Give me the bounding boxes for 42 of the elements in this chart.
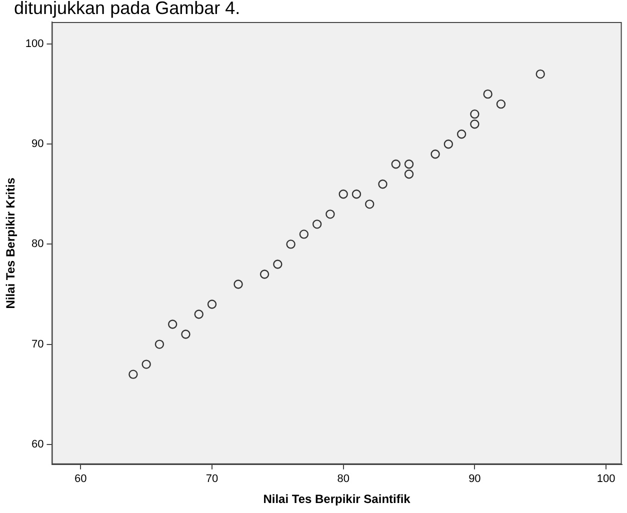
point [483,89,492,99]
point [234,280,243,289]
x-tick-label: 70 [206,473,218,486]
point [142,360,151,369]
x-tick-label: 90 [468,473,481,486]
point [326,210,335,219]
y-tick-label: 70 [32,338,44,350]
point [194,310,204,319]
point [404,160,414,169]
point [378,180,388,189]
point [444,140,454,149]
point [391,160,400,169]
point [273,260,282,269]
point [404,170,414,179]
y-tick-label: 60 [32,438,44,450]
point [365,200,374,209]
x-tick-label: 60 [74,473,87,486]
point [338,190,348,199]
point [299,230,309,239]
point [286,240,296,249]
point [496,99,506,109]
y-tick-label: 90 [32,138,44,150]
point [128,370,138,379]
point [470,109,480,119]
point [352,190,362,199]
y-tick-label: 80 [32,238,44,250]
point [536,69,545,79]
point [154,340,164,349]
point [207,300,217,309]
point [456,130,466,139]
x-tick-label: 100 [596,473,616,486]
x-tick-label: 80 [337,473,350,486]
point [312,220,322,229]
point [168,320,178,329]
x-axis-title: Nilai Tes Berpikir Saintifik [263,492,411,506]
point [470,119,480,129]
text: ditunjukkan pada Gambar 4. [14,0,240,18]
point [430,150,440,159]
y-axis-title: Nilai Tes Berpikir Kritis [4,177,18,309]
point [260,270,270,279]
point [181,330,190,339]
y-tick-label: 100 [25,38,44,50]
